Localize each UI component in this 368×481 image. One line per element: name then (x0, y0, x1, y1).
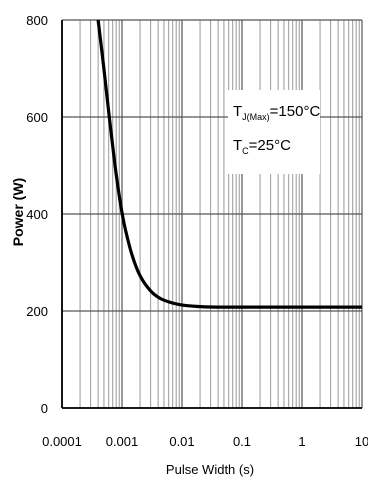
axes (61, 20, 362, 409)
annotation-tc: TC=25°C (233, 137, 291, 156)
x-tick-label: 0.001 (106, 434, 139, 449)
y-tick-label: 800 (26, 13, 48, 28)
grid-major (61, 19, 363, 409)
x-tick-label: 1 (298, 434, 305, 449)
series-group (96, 19, 362, 309)
x-tick-label: 0.01 (169, 434, 194, 449)
y-tick-label: 600 (26, 110, 48, 125)
annotation-box: TJ(Max)=150°C TC=25°C (228, 90, 320, 174)
y-tick-label: 0 (41, 401, 48, 416)
annotation-tj: TJ(Max)=150°C (233, 103, 320, 122)
x-tick-labels: 0.0001 0.001 0.01 0.1 1 10 (42, 434, 368, 449)
annotation-background (228, 90, 320, 174)
y-tick-labels: 0 200 400 600 800 (26, 13, 48, 416)
y-tick-label: 200 (26, 304, 48, 319)
x-tick-label: 10 (355, 434, 368, 449)
series-line-0 (96, 19, 362, 309)
y-axis-title: Power (W) (10, 178, 26, 246)
x-axis-title: Pulse Width (s) (166, 462, 254, 477)
y-tick-label: 400 (26, 207, 48, 222)
x-tick-label: 0.1 (233, 434, 251, 449)
x-tick-label: 0.0001 (42, 434, 82, 449)
